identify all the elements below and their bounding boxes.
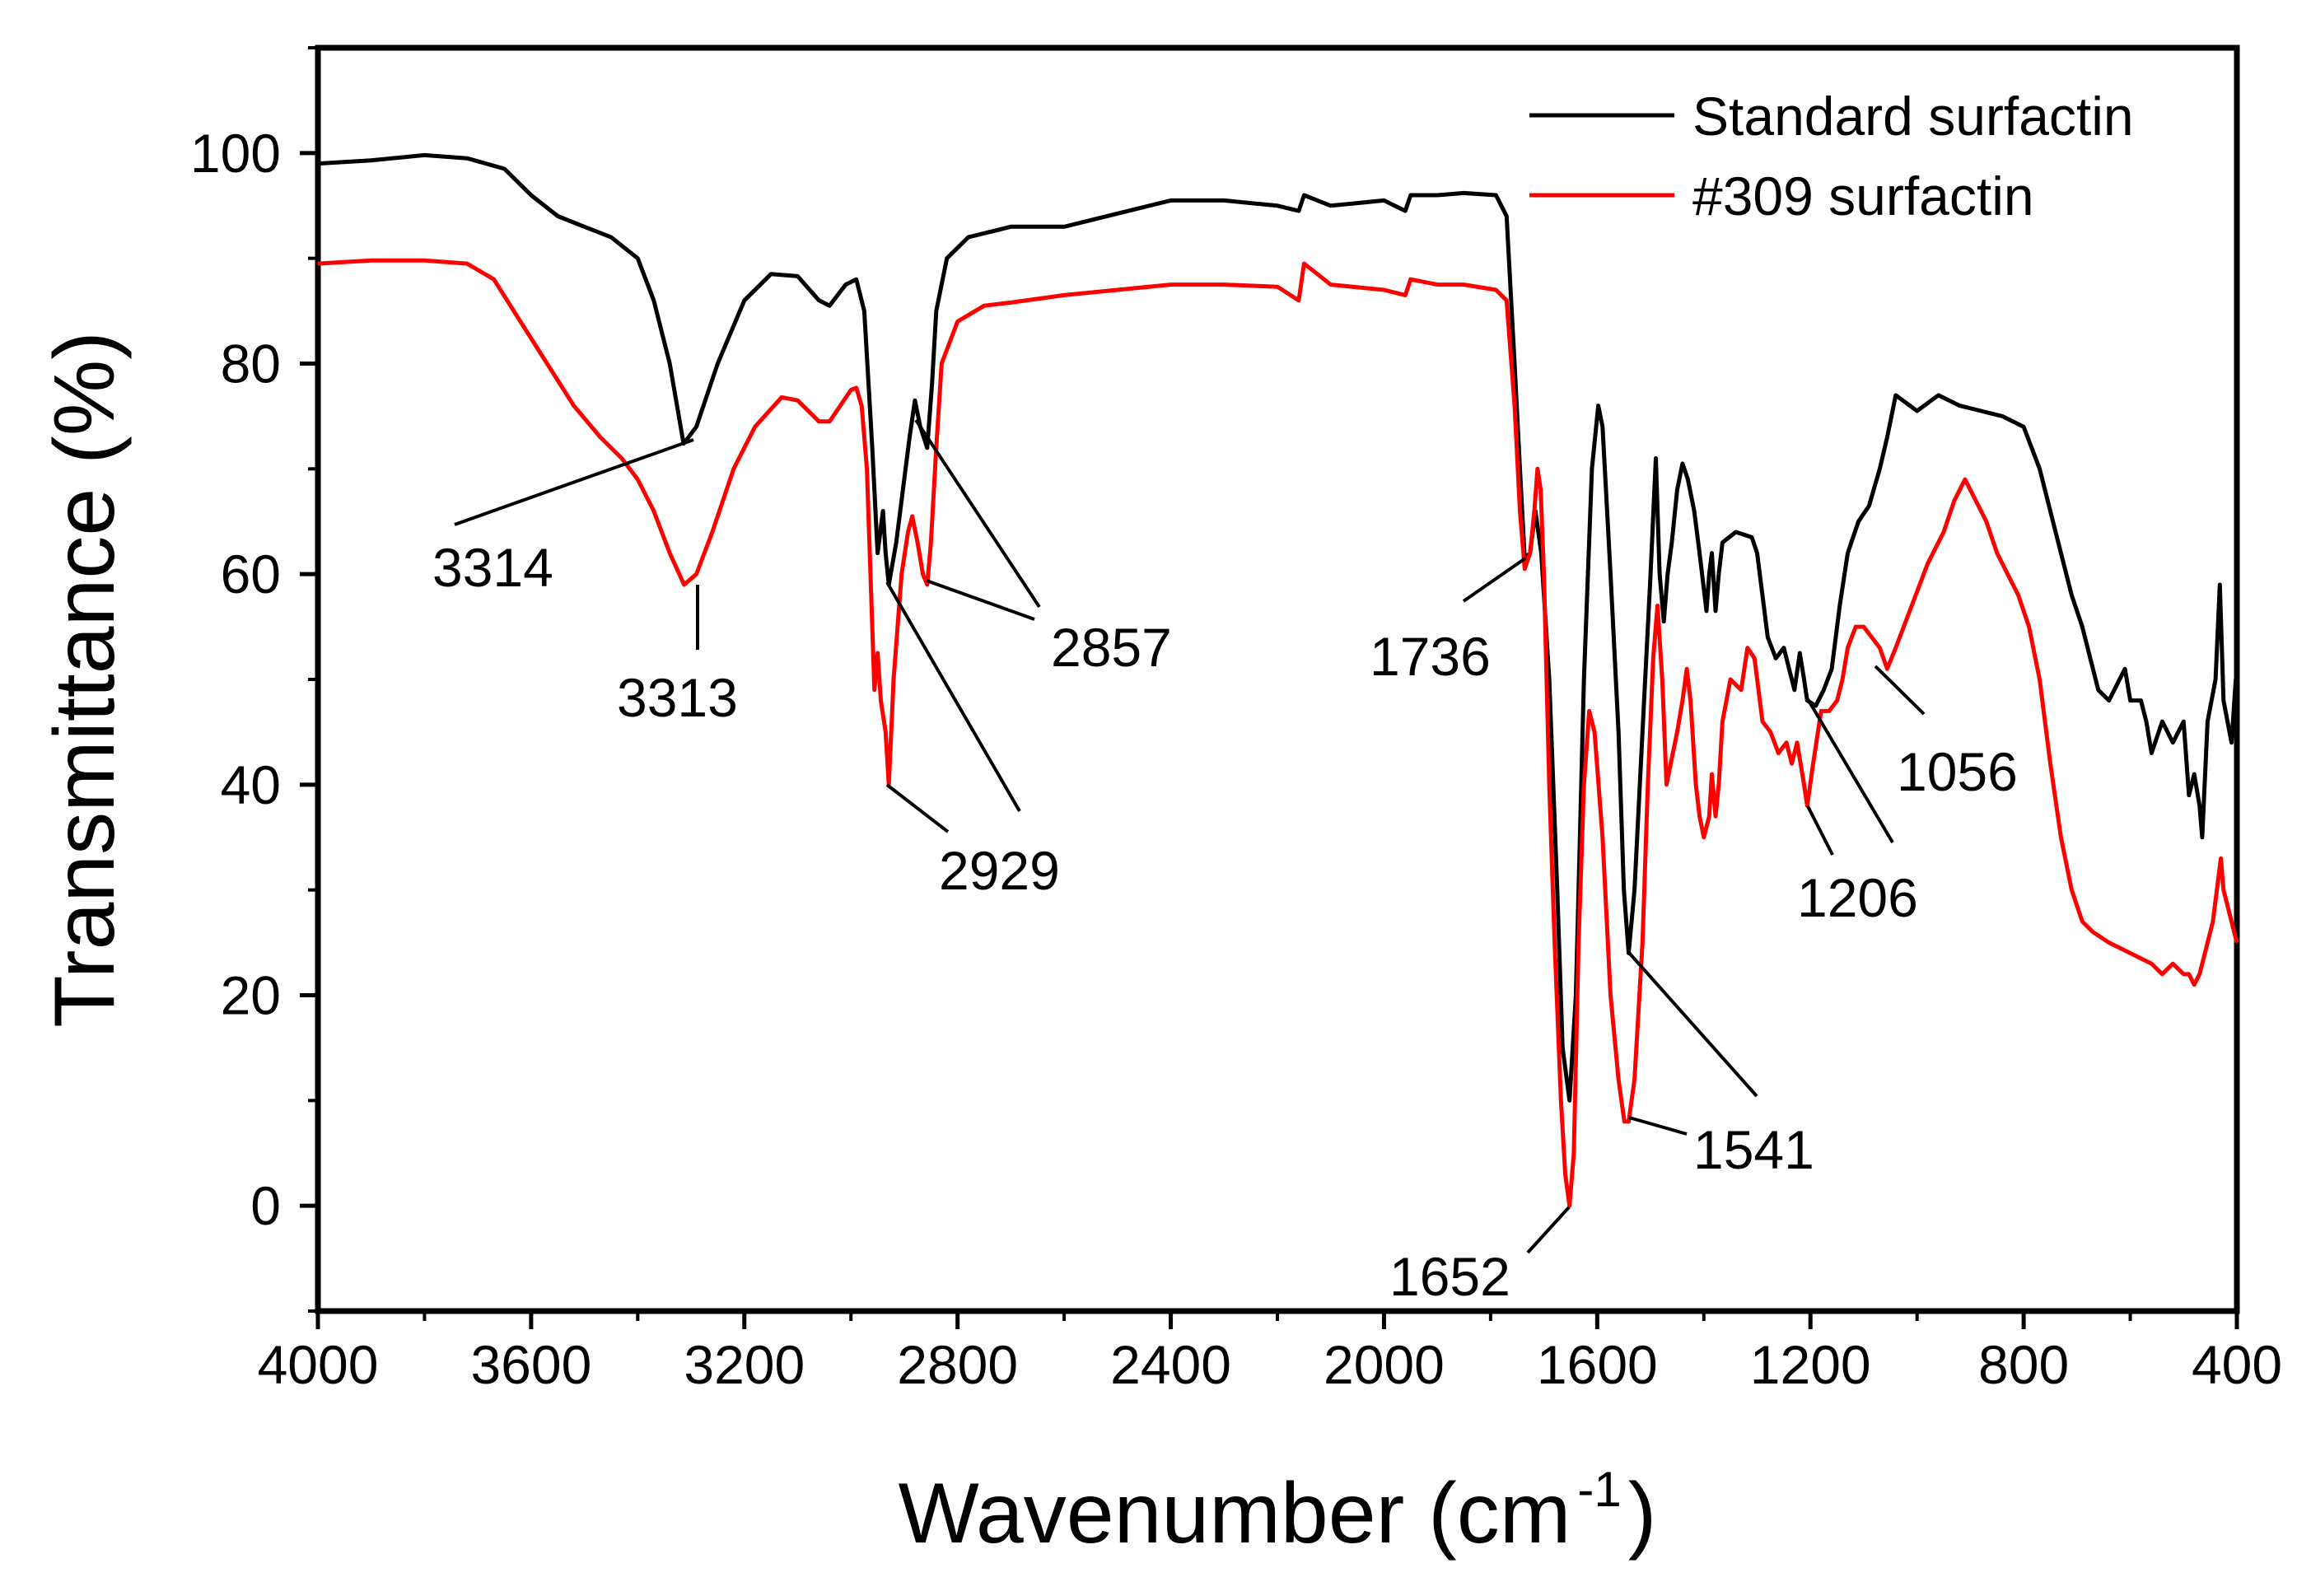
x-tick-label-800: 800 (1978, 1334, 2069, 1395)
x-tick-label-2000: 2000 (1324, 1334, 1445, 1395)
leader-1206-upper (1806, 698, 1894, 844)
x-axis-ticks: 4000 3600 3200 2800 2400 2000 1600 1200 800 400 (258, 1311, 2282, 1395)
leader-2929-lower (885, 783, 950, 833)
annotation-2857: 2857 (1051, 617, 1172, 678)
x-tick-label-2400: 2400 (1110, 1334, 1231, 1395)
series-line-standard-surfactin (317, 152, 2239, 1103)
leader-1541-lower (1628, 1116, 1688, 1136)
leader-2857-lower (926, 579, 1035, 621)
legend-label-standard: Standard surfactin (1692, 86, 2134, 147)
x-axis-title-main: Wavenumber (cm (899, 1466, 1571, 1561)
series-line-309-surfactin (317, 258, 2239, 1208)
annotation-1736: 1736 (1370, 626, 1491, 687)
annotation-labels: 3314 3313 2929 2857 1736 1652 1541 1206 … (432, 537, 2018, 1307)
leader-3314 (454, 438, 694, 526)
y-axis-title: Transmittance (%) (37, 331, 133, 1028)
x-axis-title: Wavenumber (cm -1) (899, 1462, 1657, 1561)
series-layer (317, 152, 2239, 1208)
annotation-1056: 1056 (1897, 741, 2018, 802)
y-tick-label-20: 20 (221, 965, 281, 1026)
legend: Standard surfactin #309 surfactin (1529, 86, 2134, 226)
leader-2929-upper (885, 581, 1021, 813)
leader-1056 (1874, 665, 1926, 716)
leader-1206-lower (1806, 805, 1834, 856)
x-tick-label-3600: 3600 (470, 1334, 591, 1395)
annotation-leaders (454, 418, 1926, 1254)
x-tick-label-3200: 3200 (684, 1334, 805, 1395)
y-tick-label-40: 40 (221, 754, 281, 815)
legend-label-309: #309 surfactin (1692, 166, 2034, 226)
x-tick-label-4000: 4000 (258, 1334, 379, 1395)
annotation-1652: 1652 (1389, 1246, 1510, 1307)
y-tick-label-60: 60 (221, 544, 281, 604)
annotation-1206: 1206 (1797, 867, 1918, 928)
y-tick-label-80: 80 (221, 334, 281, 394)
y-tick-label-100: 100 (190, 123, 281, 184)
leader-1736 (1462, 557, 1527, 603)
y-tick-label-0: 0 (250, 1175, 281, 1236)
x-tick-label-1600: 1600 (1537, 1334, 1658, 1395)
leader-1652 (1526, 1206, 1571, 1254)
x-tick-label-1200: 1200 (1750, 1334, 1871, 1395)
leader-1541-upper (1627, 951, 1758, 1098)
x-axis-title-close: ) (1628, 1466, 1657, 1561)
x-tick-label-400: 400 (2192, 1334, 2282, 1395)
x-tick-label-2800: 2800 (897, 1334, 1018, 1395)
annotation-2929: 2929 (939, 840, 1060, 901)
leader-2857-upper (914, 418, 1041, 609)
annotation-3313: 3313 (617, 667, 738, 728)
annotation-3314: 3314 (432, 537, 553, 598)
x-axis-title-superscript: -1 (1577, 1462, 1621, 1517)
annotation-1541: 1541 (1693, 1119, 1814, 1180)
y-axis-ticks: 0 20 40 60 80 100 (190, 46, 318, 1313)
